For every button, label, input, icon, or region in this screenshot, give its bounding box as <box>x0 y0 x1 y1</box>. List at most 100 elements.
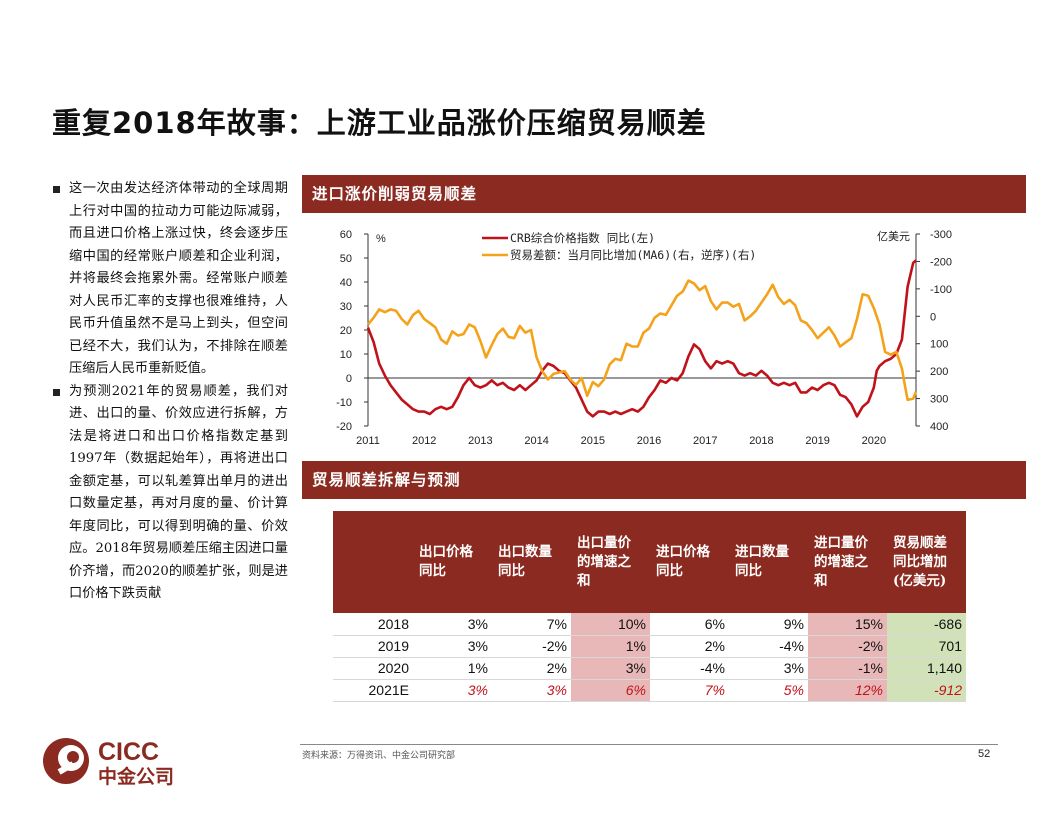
table-header-cell: 贸易顺差同比增加(亿美元) <box>887 511 966 613</box>
table-row: 2018 3% 7% 10% 6% 9% 15% -686 <box>333 613 966 636</box>
bullet-item: 为预测2021年的贸易顺差，我们对进、出口的量、价效应进行拆解，方法是将进口和出… <box>52 381 288 606</box>
right-tick-label: 400 <box>930 421 948 433</box>
table-header-cell: 进口价格同比 <box>650 511 729 613</box>
right-tick-label: -200 <box>930 256 952 268</box>
legend-label: 贸易差额：当月同比增加(MA6)(右，逆序)(右) <box>510 248 756 262</box>
bullet-text: 这一次由发达经济体带动的全球周期上行对中国的拉动力可能边际减弱，而且进口价格上涨… <box>69 181 288 376</box>
table-cell: -4% <box>650 657 729 680</box>
table-cell: 5% <box>729 679 808 702</box>
table-cell: 701 <box>887 635 966 658</box>
table-header-cell: 进口数量同比 <box>729 511 808 613</box>
x-tick-label: 2017 <box>693 435 717 447</box>
table-header-cell: 出口价格同比 <box>413 511 492 613</box>
table-cell: -4% <box>729 635 808 658</box>
table-panel-title: 贸易顺差拆解与预测 <box>302 461 1026 499</box>
table-cell: 1% <box>413 657 492 680</box>
table-row: 2020 1% 2% 3% -4% 3% -1% 1,140 <box>333 657 966 680</box>
chart-legend: CRB综合价格指数 同比(左) 贸易差额：当月同比增加(MA6)(右，逆序)(右) <box>482 231 756 262</box>
x-tick-label: 2019 <box>805 435 829 447</box>
table-cell: 3% <box>413 679 492 702</box>
left-tick-label: 20 <box>340 325 352 337</box>
table-cell: 3% <box>492 679 571 702</box>
chart-axes: 6050403020100-10-20-300-200-100010020030… <box>336 229 952 447</box>
table-cell: 6% <box>571 679 650 702</box>
page-title: 重复2018年故事：上游工业品涨价压缩贸易顺差 <box>52 106 707 140</box>
left-tick-label: 10 <box>340 349 352 361</box>
table-cell: 3% <box>413 613 492 636</box>
table-cell: -912 <box>887 679 966 702</box>
table-cell: 2021E <box>333 679 413 702</box>
table-cell: 12% <box>808 679 887 702</box>
chart-panel-divider <box>302 212 1026 213</box>
legend-label: CRB综合价格指数 同比(左) <box>510 231 655 245</box>
x-tick-label: 2018 <box>749 435 773 447</box>
page-number: 52 <box>978 748 991 760</box>
line-chart: 6050403020100-10-20-300-200-100010020030… <box>336 229 952 447</box>
table-cell: -686 <box>887 613 966 636</box>
x-tick-label: 2020 <box>862 435 886 447</box>
right-tick-label: 100 <box>930 339 948 351</box>
x-tick-label: 2015 <box>581 435 605 447</box>
right-unit-label: 亿美元 <box>877 230 910 243</box>
table-header-cell: 出口量价的增速之和 <box>571 511 650 613</box>
bullet-text: 为预测2021年的贸易顺差，我们对进、出口的量、价效应进行拆解，方法是将进口和出… <box>69 383 288 602</box>
table-cell: 3% <box>571 657 650 680</box>
table-header-cell: 出口数量同比 <box>492 511 571 613</box>
table-cell: -2% <box>492 635 571 658</box>
table-cell: 7% <box>492 613 571 636</box>
x-tick-label: 2014 <box>524 435 548 447</box>
right-tick-label: 200 <box>930 366 948 378</box>
table-header-row: 出口价格同比 出口数量同比 出口量价的增速之和 进口价格同比 进口数量同比 进口… <box>333 511 966 613</box>
table-cell: 15% <box>808 613 887 636</box>
table-row: 2019 3% -2% 1% 2% -4% -2% 701 <box>333 635 966 658</box>
bullet-square-icon <box>53 388 60 396</box>
right-tick-label: 0 <box>930 311 936 323</box>
bullet-list: 这一次由发达经济体带动的全球周期上行对中国的拉动力可能边际减弱，而且进口价格上涨… <box>52 178 288 606</box>
table-header-cell: 进口量价的增速之和 <box>808 511 887 613</box>
right-tick-label: -100 <box>930 284 952 296</box>
table-cell: 2% <box>650 635 729 658</box>
table-cell: 6% <box>650 613 729 636</box>
x-tick-label: 2013 <box>468 435 492 447</box>
left-tick-label: 50 <box>340 253 352 265</box>
bullet-square-icon <box>53 186 60 193</box>
table-cell: -2% <box>808 635 887 658</box>
chart-lines <box>366 259 918 418</box>
table-cell: 7% <box>650 679 729 702</box>
left-unit-label: % <box>376 233 386 245</box>
x-tick-label: 2016 <box>637 435 661 447</box>
trade-balance-table: 出口价格同比 出口数量同比 出口量价的增速之和 进口价格同比 进口数量同比 进口… <box>333 511 966 702</box>
right-tick-label: 300 <box>930 394 948 406</box>
cicc-logo: CICC 中金公司 <box>43 738 174 787</box>
table-cell: 1% <box>571 635 650 658</box>
bullet-item: 这一次由发达经济体带动的全球周期上行对中国的拉动力可能边际减弱，而且进口价格上涨… <box>52 178 288 381</box>
table-cell: 2020 <box>333 657 413 680</box>
left-tick-label: 0 <box>346 373 352 385</box>
logo-chinese-text: 中金公司 <box>98 765 174 787</box>
table-row-forecast: 2021E 3% 3% 6% 7% 5% 12% -912 <box>333 679 966 702</box>
table-header-cell <box>333 511 413 613</box>
logo-latin-text: CICC <box>98 738 159 766</box>
table-panel-divider <box>302 498 1026 499</box>
table-cell: 10% <box>571 613 650 636</box>
x-tick-label: 2012 <box>412 435 436 447</box>
trade-balance-series-line <box>366 279 918 402</box>
table-cell: 2% <box>492 657 571 680</box>
x-tick-label: 2011 <box>356 435 380 447</box>
table-cell: 3% <box>413 635 492 658</box>
left-tick-label: 30 <box>340 301 352 313</box>
left-tick-label: -20 <box>336 421 352 433</box>
left-tick-label: 40 <box>340 277 352 289</box>
table-cell: 9% <box>729 613 808 636</box>
source-note: 资料来源：万得资讯、中金公司研究部 <box>302 751 456 761</box>
footer-divider <box>300 744 998 745</box>
left-tick-label: 60 <box>340 229 352 241</box>
table-cell: -1% <box>808 657 887 680</box>
table-cell: 2018 <box>333 613 413 636</box>
crb-series-line <box>366 259 917 418</box>
chart-panel-title: 进口涨价削弱贸易顺差 <box>302 175 1026 213</box>
left-tick-label: -10 <box>336 397 352 409</box>
table-cell: 3% <box>729 657 808 680</box>
table-cell: 1,140 <box>887 657 966 680</box>
table-cell: 2019 <box>333 635 413 658</box>
